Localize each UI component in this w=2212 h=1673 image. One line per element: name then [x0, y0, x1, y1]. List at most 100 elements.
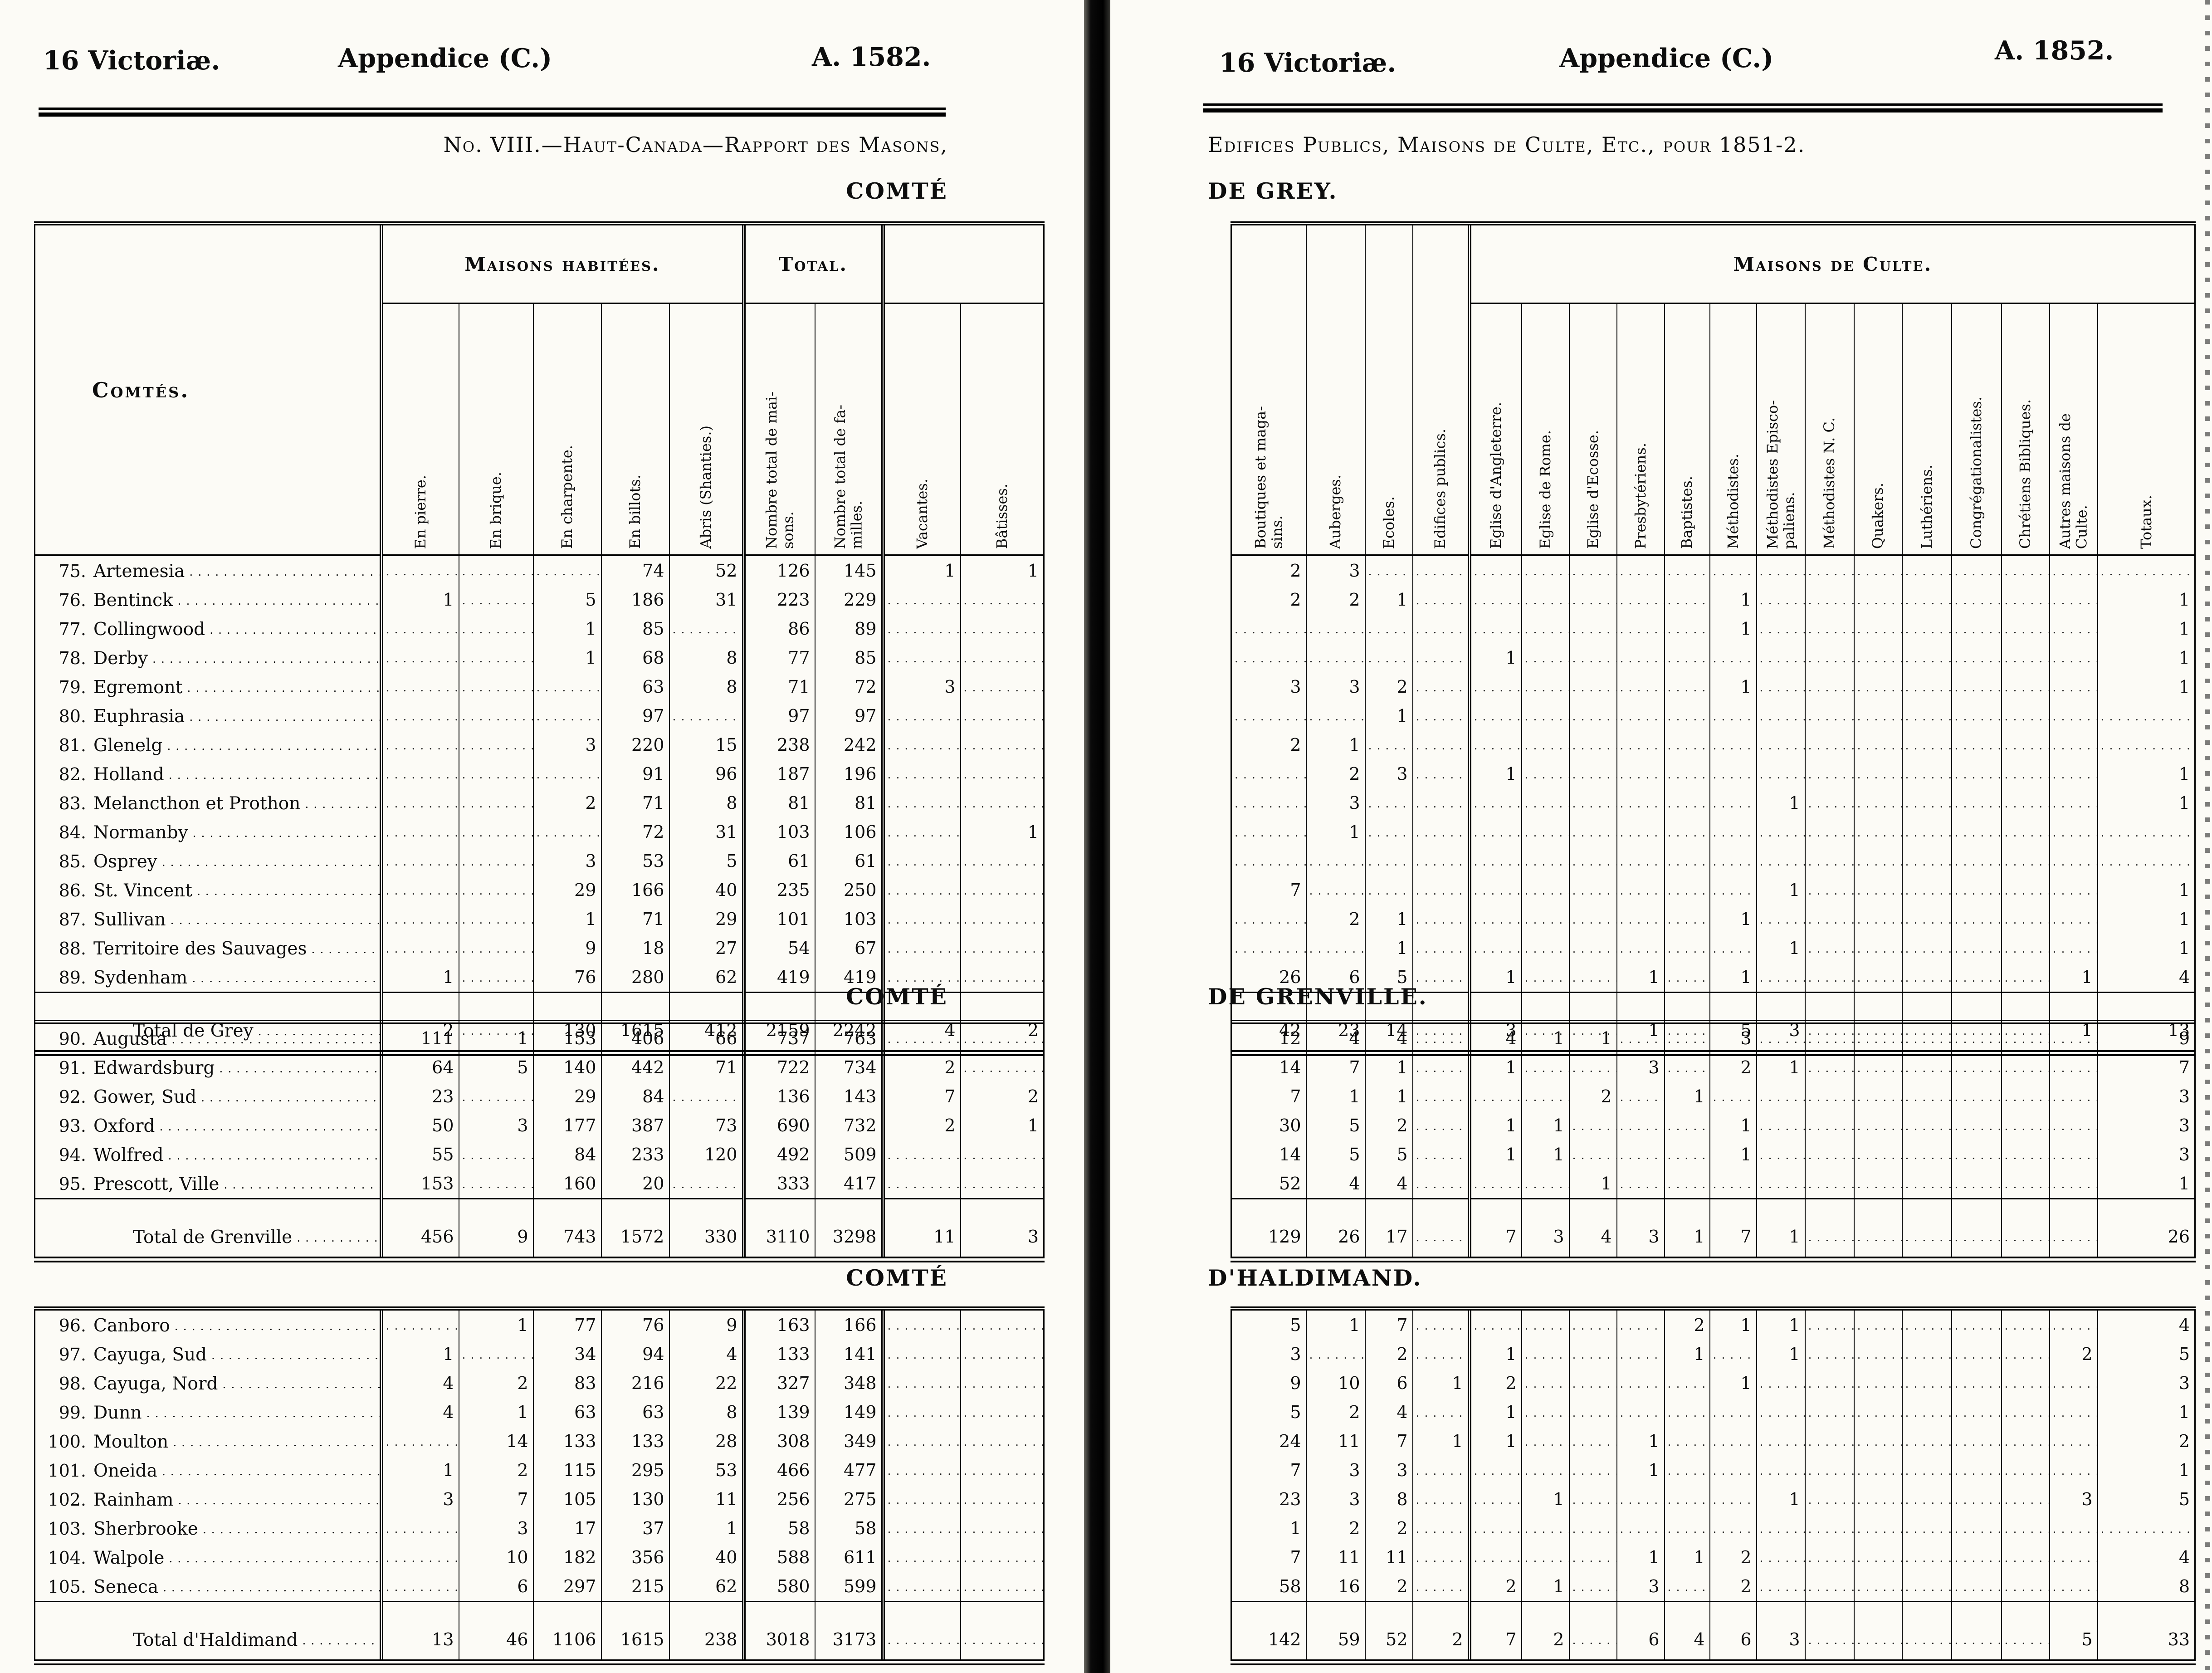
value-cell: .................................. [1616, 585, 1665, 614]
value-cell: 1 [379, 963, 459, 993]
value-cell: 22 [669, 1369, 744, 1398]
value-cell: .................................. [1853, 1369, 1902, 1398]
value-cell: 250 [814, 876, 883, 905]
value-cell: .................................. [379, 1543, 459, 1572]
empty-cell-dots: .................................. [2004, 1377, 2050, 1390]
table-row: 58162..................................2… [1231, 1572, 2195, 1602]
value-cell: .................................. [960, 1169, 1044, 1199]
value-cell: 68 [601, 643, 669, 672]
value-cell: .................................. [1568, 1111, 1617, 1140]
value-cell: 216 [601, 1369, 669, 1398]
comtes-label: Comtés. [92, 377, 190, 402]
value-cell: 58 [814, 1514, 883, 1543]
empty-cell-dots: .................................. [1808, 1580, 1854, 1594]
value-cell: .................................. [1756, 1111, 1805, 1140]
value-cell: 1 [2097, 585, 2195, 614]
empty-cell-dots: .................................. [1620, 913, 1665, 926]
value-cell: 153 [379, 1169, 459, 1199]
value-cell: 509 [814, 1140, 883, 1169]
value-cell: .................................. [1901, 554, 1952, 585]
column-header: Bâtisses. [960, 303, 1044, 555]
value-cell: .................................. [1616, 1485, 1665, 1514]
value-cell: .................................. [1756, 643, 1805, 672]
value-cell: .................................. [1853, 934, 1902, 963]
value-cell: .................................. [1616, 672, 1665, 701]
value-cell: .................................. [1568, 554, 1617, 585]
value-cell: 1 [1568, 1022, 1617, 1053]
value-cell: .................................. [1853, 585, 1902, 614]
table-row: 3..................................2....… [1231, 1340, 2195, 1369]
value-cell: .................................. [1804, 846, 1854, 876]
value-cell: .................................. [1467, 1543, 1522, 1572]
value-cell: .................................. [379, 1308, 459, 1340]
empty-cell-dots: .................................. [2052, 884, 2098, 897]
value-cell: 3 [1290, 677, 1301, 697]
value-cell: 166 [601, 876, 669, 905]
row-number: 103. [48, 1519, 86, 1539]
table-row: 83. Melancthon et Prothon................… [35, 788, 1044, 817]
value-cell: 492 [742, 1140, 815, 1169]
county-cell: 76.Bentinck.............................… [35, 585, 381, 614]
row-number: 82. [59, 764, 86, 784]
empty-cell-dots: .................................. [2052, 768, 2098, 781]
value-cell: .................................. [1804, 1514, 1854, 1543]
column-header-label: Chrétiens Bibliques. [2017, 399, 2034, 549]
row-number: 76. [59, 590, 86, 610]
empty-cell-dots: .................................. [462, 971, 533, 984]
empty-cell-dots: .................................. [1954, 1149, 2002, 1162]
table-row: 84. Normanby.............................… [35, 817, 1044, 846]
column-header: En brique. [458, 303, 533, 555]
total-value-cell: 26 [1305, 1198, 1365, 1260]
value-cell: .................................. [1305, 846, 1365, 876]
value-cell: .................................. [2001, 934, 2050, 963]
empty-cell-dots: .................................. [963, 884, 1044, 897]
empty-cell-dots: .................................. [1808, 1231, 1854, 1244]
value-cell: .................................. [1568, 934, 1617, 963]
value-cell: .................................. [1467, 1514, 1522, 1543]
value-cell: .................................. [960, 1369, 1044, 1398]
value-cell: 1 [2097, 759, 2195, 788]
value-cell: .................................. [2097, 846, 2195, 876]
value-cell: 126 [742, 554, 815, 585]
value-cell: 7 [1364, 1308, 1413, 1340]
value-cell: .................................. [1231, 817, 1306, 846]
empty-cell-dots: .................................. [1572, 1580, 1617, 1594]
empty-cell-dots: .................................. [1572, 855, 1617, 868]
table-row: 81. Glenelg..............................… [35, 730, 1044, 759]
empty-cell-dots: .................................. [887, 1435, 961, 1448]
empty-cell-dots: .................................. [2052, 1464, 2098, 1477]
column-header: Méthodistes. [1709, 303, 1757, 555]
empty-cell-dots: .................................. [2004, 855, 2050, 868]
value-cell: .................................. [1412, 817, 1470, 846]
value-cell: 3 [1364, 759, 1413, 788]
column-header: Nombre total de fa- milles. [814, 303, 883, 555]
table-row: ........................................… [1231, 934, 2195, 963]
value-cell: 1 [2097, 1456, 2195, 1485]
value-cell: 2 [881, 1053, 961, 1082]
empty-cell-dots: .................................. [1416, 1348, 1470, 1361]
value-cell: .................................. [960, 1427, 1044, 1456]
value-cell: .................................. [458, 585, 533, 614]
total-value-cell: 4 [1664, 1601, 1710, 1663]
empty-cell-dots: .................................. [2052, 826, 2098, 839]
value-cell: .................................. [2001, 554, 2050, 585]
empty-cell-dots: .................................. [1905, 1464, 1952, 1477]
value-cell: 196 [814, 759, 883, 788]
value-cell: 54 [742, 934, 815, 963]
value-cell: 2 [1467, 1369, 1522, 1398]
value-cell: .................................. [1756, 585, 1805, 614]
value-cell: .................................. [1467, 1082, 1522, 1111]
value-cell: .................................. [1951, 554, 2002, 585]
value-cell: 8 [669, 672, 744, 701]
value-cell: .................................. [1412, 1485, 1470, 1514]
value-cell: 387 [601, 1111, 669, 1140]
value-cell: 62 [669, 1572, 744, 1602]
column-header-label: Méthodistes Episco- paliens. [1763, 400, 1797, 549]
value-cell: 31 [669, 585, 744, 614]
empty-cell-dots: .................................. [887, 1149, 961, 1162]
empty-cell-dots: .................................. [1713, 855, 1757, 868]
value-cell: 1 [1709, 905, 1757, 934]
value-cell: .................................. [1901, 1022, 1952, 1053]
value-cell: .................................. [379, 846, 459, 876]
value-cell: .................................. [960, 1340, 1044, 1369]
